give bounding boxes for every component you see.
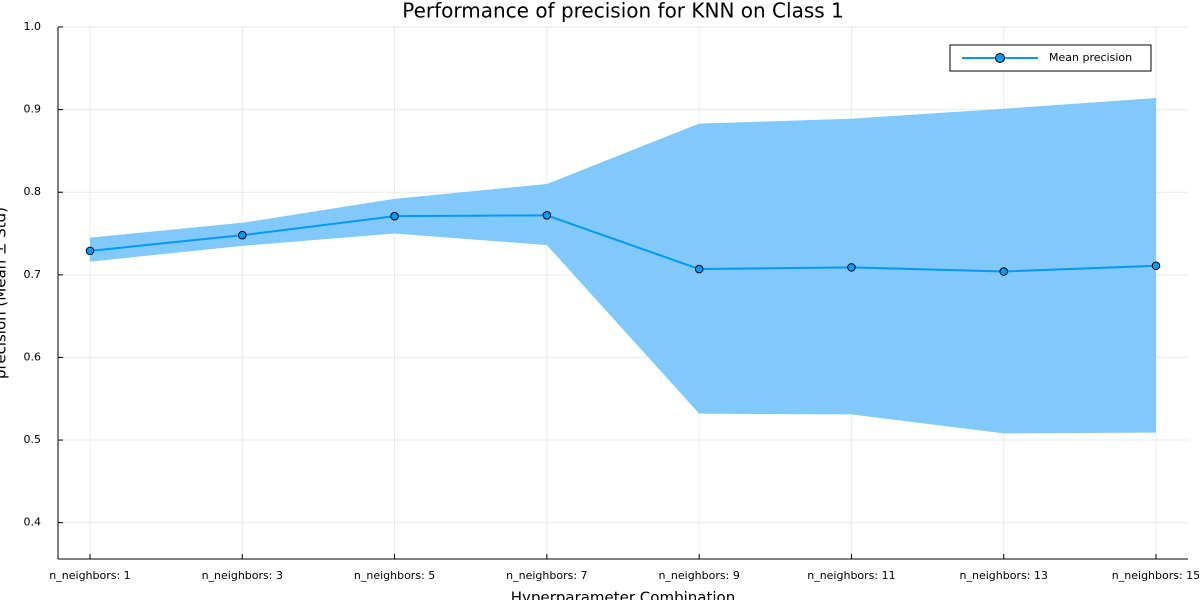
std-band bbox=[90, 98, 1156, 434]
x-tick-label: n_neighbors: 5 bbox=[354, 569, 435, 582]
mean-point bbox=[85, 246, 95, 256]
legend-marker bbox=[995, 53, 1005, 63]
y-tick-label: 0.4 bbox=[24, 516, 42, 529]
x-tick-label: n_neighbors: 15 bbox=[1112, 569, 1200, 582]
x-tick-label: n_neighbors: 1 bbox=[49, 569, 130, 582]
mean-point bbox=[1151, 261, 1161, 271]
y-tick-label: 1.0 bbox=[24, 20, 42, 33]
chart-title: Performance of precision for KNN on Clas… bbox=[402, 0, 844, 23]
x-tick-label: n_neighbors: 11 bbox=[807, 569, 895, 582]
mean-point bbox=[542, 211, 552, 220]
y-tick-label: 0.7 bbox=[24, 268, 42, 281]
mean-point bbox=[237, 230, 247, 240]
y-tick-label: 0.8 bbox=[24, 185, 42, 198]
x-tick-label: n_neighbors: 3 bbox=[202, 569, 283, 582]
legend-label: Mean precision bbox=[1049, 51, 1132, 64]
mean-point bbox=[694, 264, 704, 274]
y-axis-title: precision (Mean ± Std) bbox=[0, 207, 10, 379]
mean-line bbox=[89, 214, 1157, 273]
y-tick-label: 0.6 bbox=[24, 350, 42, 363]
x-tick-label: n_neighbors: 13 bbox=[960, 569, 1048, 582]
y-tick-label: 0.9 bbox=[24, 103, 42, 116]
x-axis-title: Hyperparameter Combination bbox=[511, 589, 735, 600]
mean-point bbox=[999, 267, 1009, 276]
mean-point bbox=[847, 263, 856, 272]
x-tick-label: n_neighbors: 7 bbox=[506, 569, 587, 582]
x-tick-label: n_neighbors: 9 bbox=[658, 569, 739, 582]
mean-point bbox=[390, 211, 399, 221]
y-tick-label: 0.5 bbox=[24, 433, 42, 446]
